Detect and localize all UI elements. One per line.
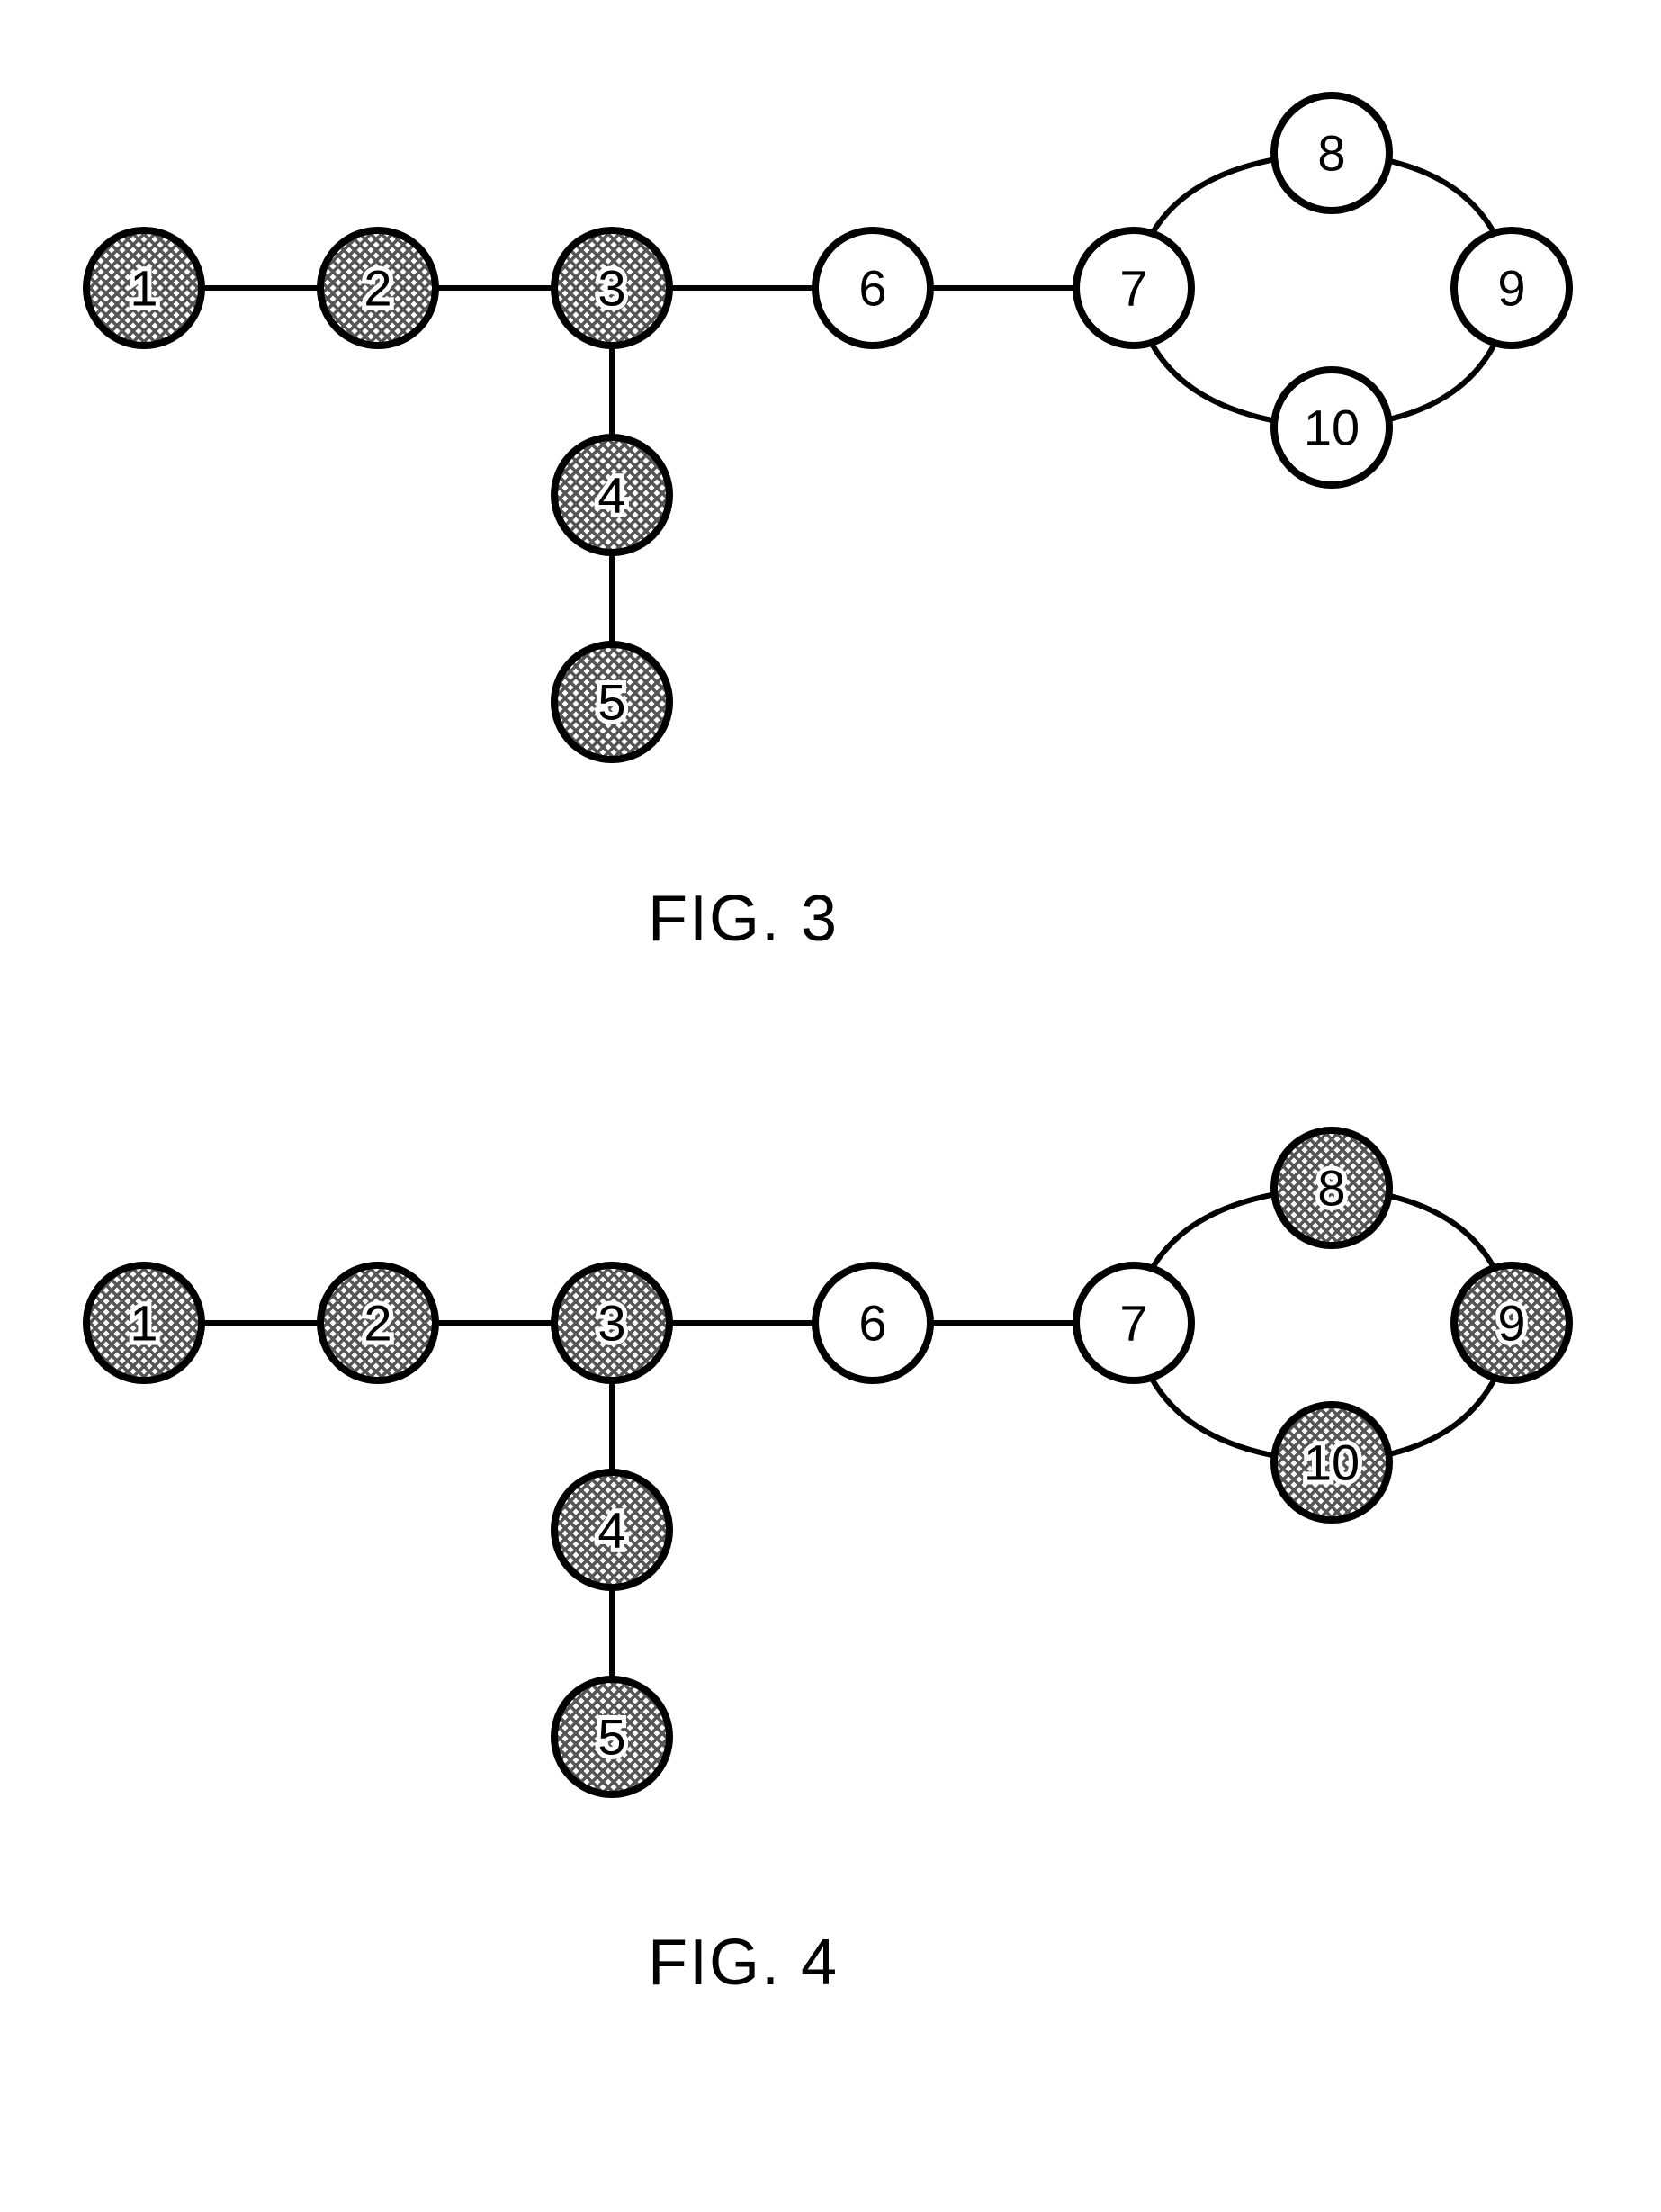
node-label-7: 7 <box>1119 1295 1147 1352</box>
node-4: 4 <box>554 1472 669 1587</box>
node-label-3: 3 <box>597 1295 625 1352</box>
page: 1 2 3 4 5 6 7 8 9 10 FIG. 3 1 2 3 4 5 6 7 8 9 10 FIG. 4 <box>0 0 1661 2212</box>
node-label-6: 6 <box>858 260 886 317</box>
node-7: 7 <box>1076 1265 1191 1380</box>
node-label-7: 7 <box>1119 260 1147 317</box>
node-label-10: 10 <box>1304 400 1360 456</box>
node-2: 2 <box>320 230 435 346</box>
node-3: 3 <box>554 230 669 346</box>
node-8: 8 <box>1274 1130 1389 1245</box>
node-label-8: 8 <box>1317 125 1345 182</box>
node-label-5: 5 <box>597 1709 625 1766</box>
node-1: 1 <box>86 230 202 346</box>
node-label-2: 2 <box>364 1295 391 1352</box>
fig4-diagram: 1 2 3 4 5 6 7 8 9 10 <box>36 1107 1620 1881</box>
node-4: 4 <box>554 437 669 553</box>
node-9: 9 <box>1454 1265 1569 1380</box>
node-label-1: 1 <box>130 260 157 317</box>
node-label-10: 10 <box>1304 1434 1360 1491</box>
node-label-4: 4 <box>597 1502 625 1559</box>
node-10: 10 <box>1274 370 1389 485</box>
node-label-9: 9 <box>1497 260 1525 317</box>
node-5: 5 <box>554 644 669 760</box>
node-label-1: 1 <box>130 1295 157 1352</box>
node-9: 9 <box>1454 230 1569 346</box>
node-label-6: 6 <box>858 1295 886 1352</box>
node-6: 6 <box>815 1265 930 1380</box>
nodes: 1 2 3 4 5 6 7 8 9 10 <box>86 1130 1569 1794</box>
node-10: 10 <box>1274 1405 1389 1520</box>
node-label-2: 2 <box>364 260 391 317</box>
fig3-diagram: 1 2 3 4 5 6 7 8 9 10 <box>36 72 1620 846</box>
node-label-8: 8 <box>1317 1160 1345 1217</box>
node-label-9: 9 <box>1497 1295 1525 1352</box>
node-label-4: 4 <box>597 467 625 524</box>
fig4-caption: FIG. 4 <box>648 1926 839 2000</box>
node-3: 3 <box>554 1265 669 1380</box>
node-label-3: 3 <box>597 260 625 317</box>
node-7: 7 <box>1076 230 1191 346</box>
fig3-caption: FIG. 3 <box>648 882 839 956</box>
node-2: 2 <box>320 1265 435 1380</box>
node-5: 5 <box>554 1679 669 1794</box>
node-6: 6 <box>815 230 930 346</box>
nodes: 1 2 3 4 5 6 7 8 9 10 <box>86 95 1569 760</box>
node-8: 8 <box>1274 95 1389 211</box>
node-1: 1 <box>86 1265 202 1380</box>
node-label-5: 5 <box>597 674 625 731</box>
